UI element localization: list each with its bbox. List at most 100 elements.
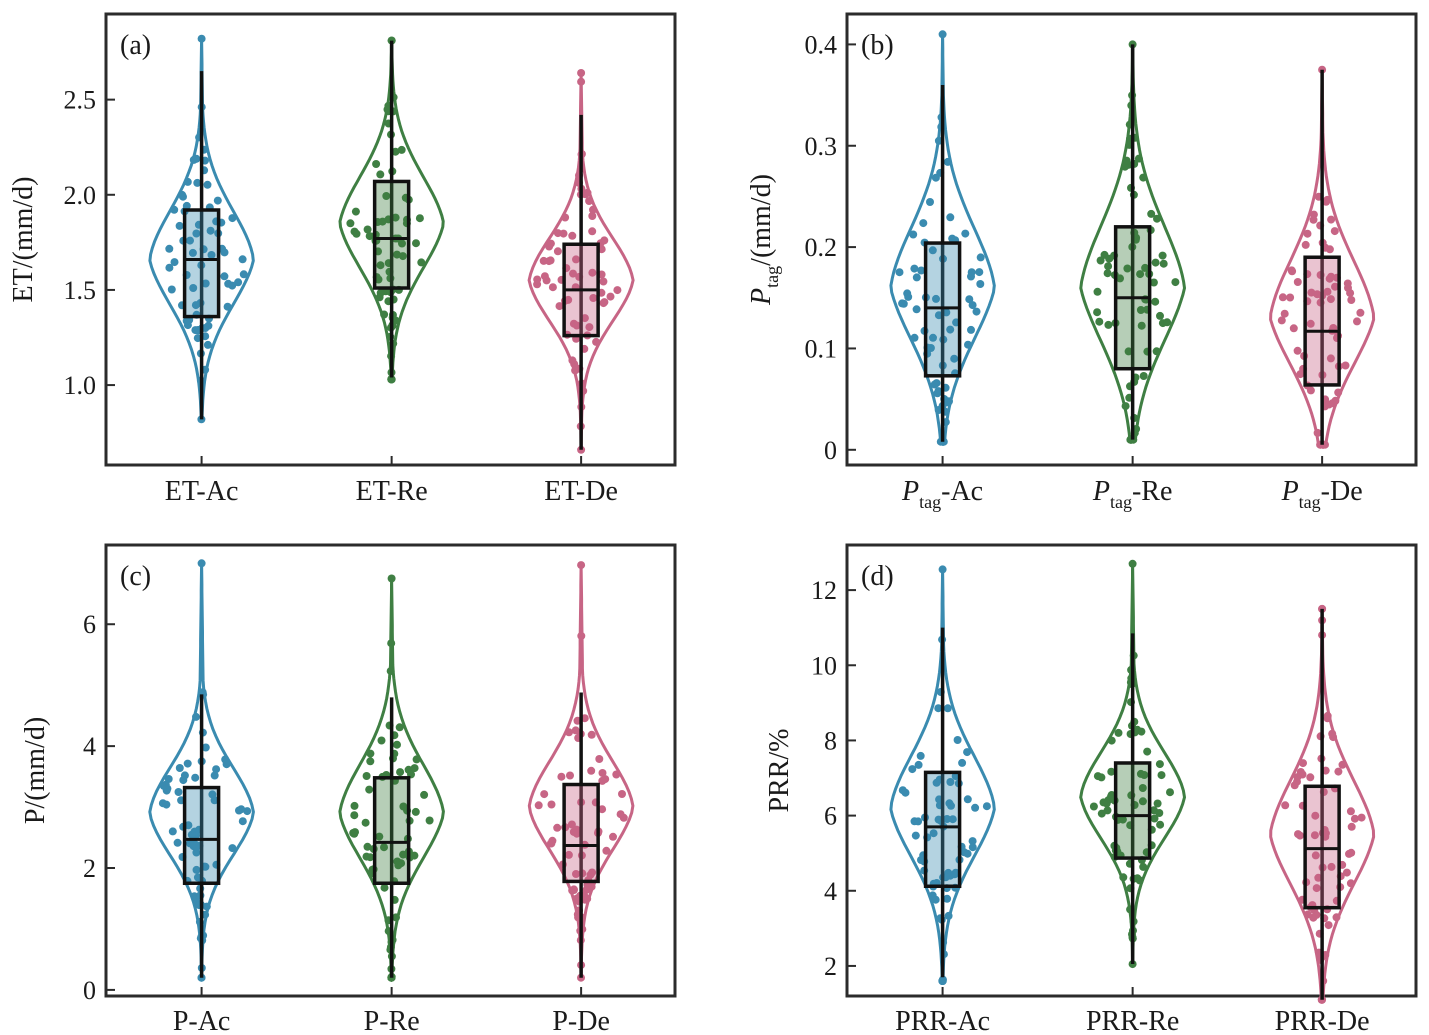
data-point	[569, 827, 578, 836]
data-point	[223, 302, 232, 311]
data-point	[207, 251, 216, 259]
data-point	[1289, 324, 1298, 333]
data-point	[1278, 293, 1287, 302]
data-point	[203, 180, 212, 189]
y-tick-label: 6	[824, 802, 837, 831]
data-point	[1323, 195, 1332, 204]
box-re	[1113, 761, 1152, 860]
data-point	[1296, 831, 1304, 840]
data-point	[938, 977, 947, 985]
data-point	[228, 214, 237, 223]
data-point	[930, 380, 939, 389]
data-point	[1326, 295, 1335, 304]
data-point	[228, 844, 237, 853]
data-point	[616, 810, 625, 819]
data-point	[546, 839, 555, 848]
data-point	[1118, 815, 1127, 824]
data-point	[1313, 428, 1322, 437]
data-point	[363, 842, 372, 851]
data-point	[929, 333, 937, 342]
data-point	[1328, 729, 1337, 738]
data-point	[193, 178, 202, 187]
data-point	[1338, 760, 1347, 769]
data-point	[968, 301, 977, 310]
data-point	[577, 561, 586, 570]
data-point	[1311, 851, 1320, 860]
data-point	[588, 268, 597, 277]
data-point	[1158, 251, 1167, 260]
data-point	[976, 280, 985, 288]
data-point	[539, 256, 548, 265]
data-point	[1119, 873, 1128, 882]
data-point	[903, 289, 912, 298]
data-point	[895, 268, 904, 277]
data-point	[197, 559, 206, 568]
data-point	[1287, 266, 1296, 275]
data-point	[555, 302, 564, 311]
data-point	[1327, 862, 1336, 871]
data-point	[1104, 320, 1113, 329]
data-point	[1327, 215, 1336, 224]
data-point	[553, 823, 562, 832]
data-point	[564, 850, 573, 859]
data-point	[221, 755, 230, 764]
data-point	[1346, 879, 1355, 888]
data-point	[1299, 759, 1307, 768]
data-point	[1296, 370, 1305, 379]
data-point	[1121, 402, 1130, 411]
data-point	[587, 882, 596, 891]
data-point	[220, 272, 229, 281]
y-tick-label: 0	[824, 436, 837, 465]
data-point	[1095, 317, 1104, 326]
data-point	[572, 870, 580, 878]
data-point	[213, 196, 222, 205]
data-point	[351, 207, 360, 216]
data-point	[365, 232, 374, 241]
panel-label: (c)	[120, 561, 151, 592]
data-point	[553, 247, 562, 256]
data-point	[968, 843, 977, 852]
y-tick-label: 1.0	[64, 371, 97, 400]
data-point	[580, 314, 589, 323]
data-point	[1312, 910, 1321, 919]
data-point	[1357, 813, 1366, 822]
data-point	[1157, 771, 1166, 780]
category-label: ET-De	[544, 476, 618, 507]
data-point	[1103, 269, 1112, 278]
data-point	[362, 852, 371, 861]
y-tick-label: 0.4	[805, 30, 838, 59]
data-point	[1334, 767, 1343, 776]
data-point	[197, 34, 206, 43]
data-point	[410, 764, 419, 773]
data-point	[577, 631, 586, 640]
data-point	[899, 299, 908, 308]
data-point	[944, 911, 953, 920]
y-axis-label: PRR/%	[764, 728, 795, 812]
box-ac	[923, 770, 962, 889]
data-point	[961, 229, 970, 238]
data-point	[375, 293, 384, 302]
data-point	[165, 263, 174, 272]
data-point	[1290, 781, 1299, 790]
data-point	[598, 769, 607, 777]
data-point	[948, 815, 957, 824]
data-point	[1331, 282, 1339, 291]
data-point	[950, 354, 959, 363]
data-point	[1309, 215, 1318, 224]
plot-frame	[845, 12, 1418, 467]
data-point	[1353, 317, 1361, 326]
data-point	[415, 214, 424, 223]
data-point	[912, 305, 921, 314]
data-point	[953, 736, 962, 744]
data-point	[968, 837, 977, 846]
y-tick-label: 4	[83, 732, 96, 761]
data-point	[566, 771, 574, 780]
y-axis-label: Ptag/(mm/d)	[746, 174, 782, 306]
data-point	[1346, 289, 1355, 298]
y-tick-label: 0.1	[805, 334, 838, 363]
data-point	[1306, 773, 1315, 782]
data-point	[932, 294, 940, 303]
category-label: PRR-Re	[1086, 1006, 1179, 1035]
data-point	[1143, 747, 1152, 756]
data-point	[592, 337, 601, 346]
